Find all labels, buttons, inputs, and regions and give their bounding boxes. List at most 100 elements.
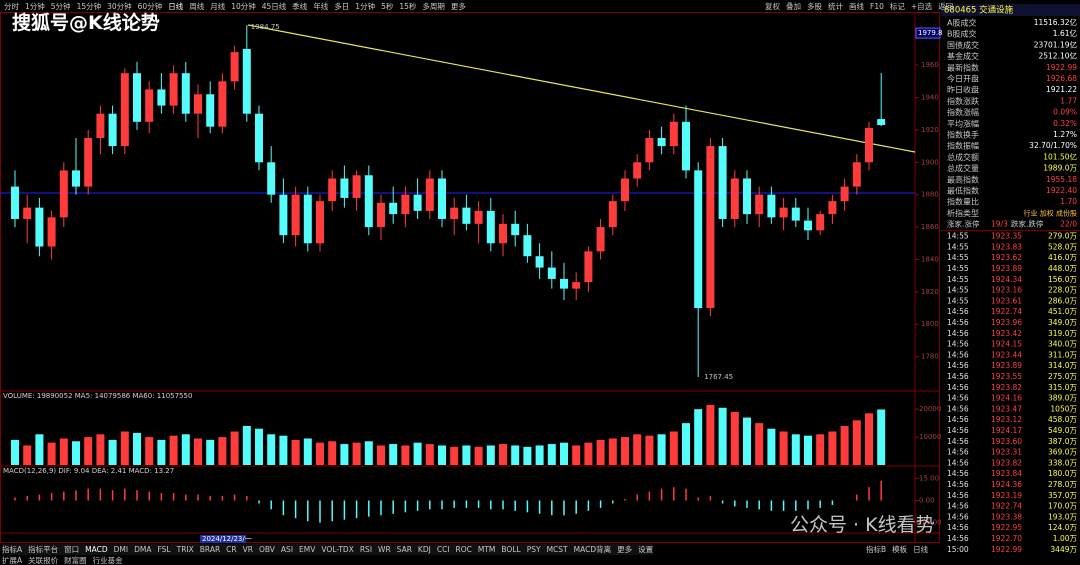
indicator-tab[interactable]: MCST [546, 545, 568, 554]
trade-time: 14:56 [947, 512, 969, 521]
volume-bar [755, 423, 764, 465]
period-button[interactable]: 月线 [210, 2, 226, 11]
indicator-tab[interactable]: ROC [455, 545, 472, 554]
indicator-tab[interactable]: CR [226, 545, 237, 554]
period-button[interactable]: 15秒 [399, 2, 417, 11]
candle-body [218, 81, 227, 127]
period-button[interactable]: 更多 [450, 2, 466, 11]
trade-time: 14:55 [947, 286, 969, 295]
indicator-tab[interactable]: BOLL [501, 545, 521, 554]
period-button[interactable]: 年线 [313, 2, 329, 11]
right-tab[interactable]: 模板 [892, 545, 908, 554]
trade-price: 1923.96 [991, 318, 1022, 327]
indicator-tab[interactable]: TRIX [176, 545, 194, 554]
indicator-tab[interactable]: WR [378, 545, 391, 554]
indicator-tab[interactable]: PSY [526, 545, 541, 554]
bottom-tab[interactable]: 关联报价 [28, 555, 59, 565]
trade-time: 14:56 [947, 426, 969, 435]
period-button[interactable]: 30分钟 [107, 2, 132, 11]
indicator-tab[interactable]: MTM [477, 545, 496, 554]
period-button[interactable]: 多周期 [422, 2, 445, 11]
period-button[interactable]: 日线 [168, 2, 184, 11]
indicator-tab[interactable]: DMI [113, 545, 129, 554]
indicator-tab[interactable]: ASI [280, 545, 294, 554]
volume-bar [450, 446, 459, 465]
period-button[interactable]: 季线 [292, 2, 308, 11]
period-toolbar: 分时 1分钟 5分钟 15分钟 30分钟 60分钟 日线 周线 月线 10分钟 45日线 季线 年线 多日… [4, 1, 466, 12]
right-tab[interactable]: 日线 [913, 545, 929, 554]
period-button[interactable]: 1分钟 [25, 2, 45, 11]
date-box [200, 535, 246, 543]
indicator-tab[interactable]: CCI [436, 545, 450, 554]
volume-bar [206, 439, 215, 465]
tool-button[interactable]: F10 [870, 2, 884, 11]
indicator-tab[interactable]: RSI [359, 545, 373, 554]
tool-button[interactable]: 标记 [889, 2, 905, 11]
candle-body [682, 121, 690, 171]
trade-volume: 156.0万 [1048, 275, 1077, 284]
indicator-tab[interactable]: 指标平台 [28, 545, 59, 554]
period-button[interactable]: 多日 [334, 2, 350, 11]
volume-bar [560, 442, 568, 465]
candle-body [816, 214, 825, 231]
indicator-tab[interactable]: OBV [258, 545, 275, 554]
period-button[interactable]: 周线 [189, 2, 205, 11]
y-tick-label: 1840 [921, 255, 939, 263]
trade-price: 1923.19 [991, 491, 1022, 500]
right-tabs: 指标B 模板 日线 [866, 544, 928, 555]
candle-body [303, 194, 312, 244]
bottom-tab[interactable]: 扩展A [2, 555, 23, 565]
tool-button[interactable]: 画线 [849, 2, 864, 11]
indicator-tab[interactable]: FSL [157, 545, 171, 554]
indicator-tab[interactable]: 设置 [638, 545, 654, 554]
bottom-tab[interactable]: 行业基金 [92, 555, 123, 565]
volume-bar [181, 434, 190, 465]
trade-volume: 451.0万 [1048, 307, 1077, 316]
volume-bar [340, 444, 349, 465]
bottom-tab[interactable]: 财富圈 [64, 555, 87, 565]
indicator-tab[interactable]: SAR [396, 545, 412, 554]
period-button[interactable]: 5分钟 [50, 2, 71, 11]
period-button[interactable]: 10分钟 [231, 2, 256, 11]
trade-price: 1922.99 [991, 545, 1022, 554]
period-button[interactable]: 分时 [4, 2, 19, 11]
indicator-tab[interactable]: VOL-TDX [321, 545, 354, 554]
right-tab[interactable]: 指标B [866, 545, 887, 554]
indicator-tab[interactable]: MACD背离 [573, 545, 612, 554]
candle-body [328, 178, 337, 202]
trade-price: 1923.60 [991, 437, 1022, 446]
tool-button[interactable]: 叠加 [786, 2, 801, 11]
tool-button[interactable]: +自选 [910, 2, 933, 11]
trade-price: 1923.62 [991, 253, 1022, 262]
indicator-tab[interactable]: EMV [299, 545, 316, 554]
indicator-tab[interactable]: DMA [134, 545, 152, 554]
period-button[interactable]: 60分钟 [137, 2, 163, 11]
indicator-tab[interactable]: 窗口 [64, 545, 80, 554]
tool-button[interactable]: 统计 [828, 2, 843, 11]
tool-button[interactable]: 多股 [807, 2, 822, 11]
volume-bar [11, 439, 19, 465]
indicator-tab[interactable]: MACD [85, 545, 108, 554]
indicator-tab[interactable]: 指标A [2, 545, 23, 554]
indicator-tab[interactable]: VR [242, 545, 253, 554]
period-button[interactable]: 5秒 [381, 2, 394, 11]
volume-bar [706, 404, 715, 465]
period-button[interactable]: 45日线 [261, 2, 287, 11]
period-button[interactable]: 15分钟 [76, 2, 102, 11]
watermark: 搜狐号@K线论势 [12, 12, 160, 34]
y-tick-label: 0.00 [919, 497, 935, 505]
candle-body [657, 138, 666, 147]
indicator-tab[interactable]: KDJ [417, 545, 431, 554]
candle-body [767, 194, 776, 218]
indicator-tab[interactable]: 更多 [617, 545, 633, 554]
tool-button[interactable]: 复权 [765, 2, 780, 11]
field-value: 1922.40 [1046, 186, 1077, 195]
watermark: 公众号 · K线看势 [790, 514, 935, 536]
tool-button[interactable]: 返回 [938, 2, 954, 11]
candle-body [133, 73, 141, 122]
candle-body [425, 178, 434, 211]
trade-time: 14:55 [947, 253, 969, 262]
period-button[interactable]: 1分钟 [355, 2, 376, 11]
field-label: 最高指数 [947, 174, 979, 184]
indicator-tab[interactable]: BRAR [199, 545, 221, 554]
